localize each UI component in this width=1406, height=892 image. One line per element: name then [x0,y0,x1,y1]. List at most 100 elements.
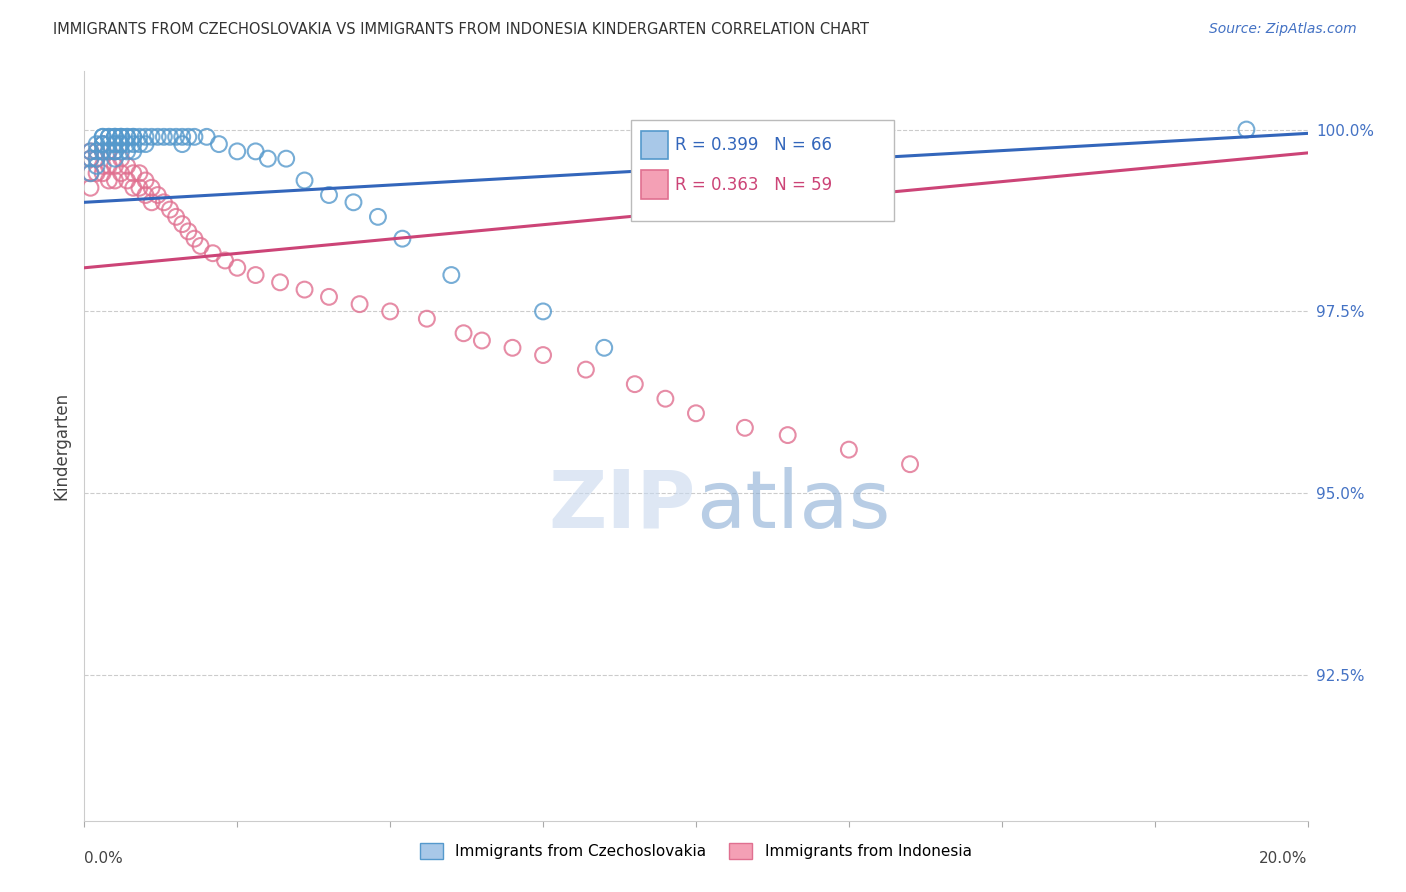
Point [177,224,200,238]
Point [115,145,138,159]
Point [502,341,524,355]
Point [146,188,169,202]
Y-axis label: Kindergarten: Kindergarten [52,392,70,500]
Point [342,195,364,210]
Point [91,145,114,159]
Point [245,145,267,159]
Point [190,239,212,253]
Point [440,268,463,282]
Text: Source: ZipAtlas.com: Source: ZipAtlas.com [1209,22,1357,37]
Point [122,129,145,144]
Point [97,159,120,173]
Point [86,166,108,180]
Point [122,180,145,194]
Point [128,166,150,180]
Point [391,232,413,246]
Point [122,129,145,144]
Point [122,145,145,159]
Text: 20.0%: 20.0% [1260,851,1308,865]
Point [593,341,616,355]
Text: R = 0.363   N = 59: R = 0.363 N = 59 [675,176,832,194]
Point [153,129,176,144]
Point [79,166,101,180]
Point [172,137,194,152]
Point [141,195,163,210]
Point [97,145,120,159]
Point [104,152,127,166]
Point [104,129,127,144]
Point [79,145,101,159]
Point [97,145,120,159]
Point [471,334,494,348]
Point [91,166,114,180]
Point [91,145,114,159]
Point [177,129,200,144]
Point [128,137,150,152]
Point [141,129,163,144]
Point [135,129,157,144]
Point [245,268,267,282]
Point [153,195,176,210]
Point [122,137,145,152]
Point [110,137,132,152]
Point [159,202,181,217]
Point [201,246,224,260]
Point [165,129,187,144]
Point [257,152,280,166]
Point [86,159,108,173]
Point [115,173,138,187]
Point [575,362,598,376]
Point [115,129,138,144]
Point [104,159,127,173]
Point [97,173,120,187]
Point [172,129,194,144]
Point [349,297,371,311]
Point [183,232,205,246]
Point [183,129,205,144]
Text: R = 0.399   N = 66: R = 0.399 N = 66 [675,136,832,153]
Point [172,217,194,231]
Point [104,137,127,152]
Point [226,145,249,159]
Point [110,137,132,152]
Text: IMMIGRANTS FROM CZECHOSLOVAKIA VS IMMIGRANTS FROM INDONESIA KINDERGARTEN CORRELA: IMMIGRANTS FROM CZECHOSLOVAKIA VS IMMIGR… [53,22,869,37]
Point [104,145,127,159]
Bar [641,130,668,159]
Point [1236,122,1258,136]
Point [104,173,127,187]
Point [97,137,120,152]
Point [86,145,108,159]
Point [135,137,157,152]
Point [110,166,132,180]
Point [86,152,108,166]
Point [79,180,101,194]
Point [146,129,169,144]
Point [110,129,132,144]
Point [453,326,475,341]
Bar [641,170,668,199]
Point [79,166,101,180]
Point [79,152,101,166]
Point [110,129,132,144]
Point [86,152,108,166]
Point [104,137,127,152]
Point [165,210,187,224]
Point [91,137,114,152]
Point [110,129,132,144]
Point [86,145,108,159]
Point [104,145,127,159]
Point [654,392,676,406]
Text: atlas: atlas [696,467,890,545]
Point [318,188,340,202]
Point [734,421,756,435]
Point [294,173,316,187]
Point [91,129,114,144]
Point [115,129,138,144]
Point [97,129,120,144]
Point [776,428,799,442]
Point [195,129,218,144]
Point [104,129,127,144]
Point [104,145,127,159]
Point [135,173,157,187]
Point [898,457,921,471]
